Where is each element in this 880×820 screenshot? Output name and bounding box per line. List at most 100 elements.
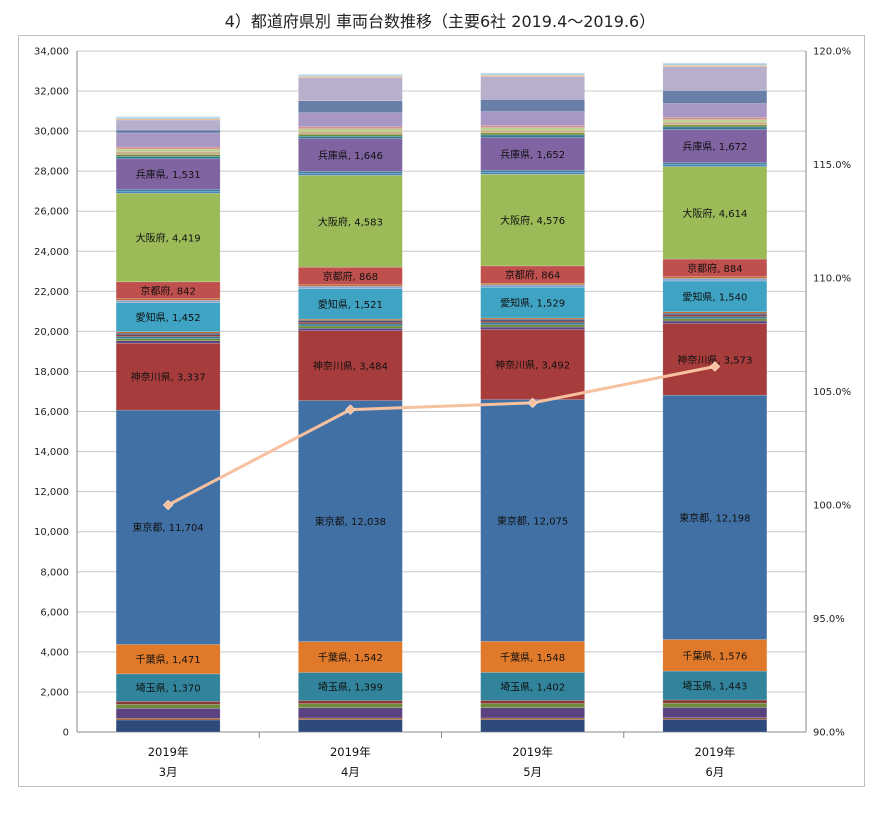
data-label: 埼玉県, 1,370 [136, 682, 201, 695]
bar-segment [298, 135, 403, 139]
bar-segment [662, 164, 768, 167]
bar-segment [298, 175, 403, 268]
data-label: 神奈川県, 3,484 [313, 360, 388, 373]
bar-segment [115, 132, 221, 148]
data-label: 神奈川県, 3,573 [677, 353, 752, 366]
bar-segment [298, 672, 403, 701]
bar-segment [115, 193, 221, 283]
data-label: 愛知県, 1,521 [318, 298, 383, 311]
data-label: 東京都, 12,198 [679, 511, 750, 524]
bar-segment [662, 166, 768, 260]
bar-segment [662, 129, 768, 164]
bar-segment [115, 342, 221, 411]
bar-segment [298, 73, 403, 76]
bar-segment [662, 314, 768, 317]
bar-segment [480, 324, 585, 328]
y-left-tick-label: 34,000 [34, 47, 69, 58]
x-category-label: 2019年 [148, 745, 189, 759]
bar-segment [298, 100, 403, 114]
y-left-tick-label: 2,000 [40, 687, 69, 698]
bar-segment [298, 703, 403, 709]
y-left-tick-label: 26,000 [34, 207, 69, 218]
bar-segment [480, 707, 585, 719]
bar-segment [662, 639, 768, 672]
bar-segment [662, 318, 768, 322]
bar-segment [662, 119, 768, 123]
data-label: 愛知県, 1,529 [500, 297, 565, 310]
bar-segment [662, 121, 768, 126]
bar-segment [480, 719, 585, 733]
bar-segment [480, 137, 585, 171]
data-label: 大阪府, 4,583 [318, 215, 383, 228]
bar-segment [480, 703, 585, 708]
bar-segment [298, 126, 403, 130]
y-left-tick-label: 22,000 [34, 287, 69, 298]
bar-segment [115, 302, 221, 333]
y-left-tick-label: 20,000 [34, 327, 69, 338]
bar-segment [662, 280, 768, 313]
bar-segment [298, 325, 403, 329]
data-label: 千葉県, 1,542 [318, 651, 383, 664]
bar-segment [480, 287, 585, 319]
y-right-tick-label: 110.0% [813, 274, 851, 285]
bar-segment [115, 191, 221, 194]
data-label: 埼玉県, 1,399 [318, 681, 383, 694]
y-left-tick-label: 28,000 [34, 167, 69, 178]
y-right-tick-label: 95.0% [813, 614, 845, 625]
bar-segment [115, 119, 221, 131]
bar-segment [298, 171, 403, 174]
bar-segment [480, 127, 585, 131]
bar-segment [115, 673, 221, 702]
y-right-tick-label: 115.0% [813, 160, 851, 171]
bar-segment [480, 322, 585, 326]
line-point [527, 397, 538, 409]
bar-segment [298, 323, 403, 327]
bar-segment [480, 284, 585, 288]
bar-segment [662, 124, 768, 128]
data-label: 大阪府, 4,419 [136, 232, 201, 245]
bar-segment [480, 72, 585, 75]
bar-segment [298, 700, 403, 704]
data-label: 神奈川県, 3,337 [131, 371, 206, 384]
x-category-label: 3月 [159, 765, 178, 779]
bar-segment [115, 154, 221, 157]
bar-segment [298, 133, 403, 137]
bar-segment [662, 707, 768, 719]
data-label: 千葉県, 1,548 [500, 651, 565, 664]
bar-segment [115, 300, 221, 303]
bar-segment [115, 151, 221, 155]
data-label: 神奈川県, 3,492 [495, 359, 570, 372]
data-label: 埼玉県, 1,443 [682, 680, 747, 693]
bar-segment [115, 129, 221, 134]
x-category-label: 2019年 [694, 745, 735, 759]
bar-segment [480, 326, 585, 330]
data-label: 兵庫県, 1,672 [682, 140, 747, 153]
bar-segment [480, 111, 585, 126]
data-label: 京都府, 884 [687, 262, 742, 275]
bar-segment [480, 174, 585, 267]
data-label: 埼玉県, 1,402 [500, 680, 565, 693]
bar-segment [298, 112, 403, 128]
bar-segment [480, 320, 585, 324]
bar-segment [480, 399, 585, 642]
data-label: 兵庫県, 1,531 [136, 168, 201, 181]
bar-segment [662, 117, 768, 120]
bar-segment [662, 670, 768, 701]
bar-segment [662, 90, 768, 104]
bar-segment [115, 331, 221, 334]
bar-segment [298, 330, 403, 401]
data-label: 千葉県, 1,471 [136, 653, 201, 666]
bar-segment [115, 189, 221, 192]
y-left-tick-label: 32,000 [34, 87, 69, 98]
data-label: 千葉県, 1,576 [682, 649, 747, 662]
bar-segment [480, 700, 585, 704]
bar-segment [480, 172, 585, 175]
data-label: 京都府, 842 [140, 284, 195, 297]
bar-segment [480, 134, 585, 138]
line-point [162, 499, 174, 511]
bar-segment [298, 641, 403, 673]
bar-segment [662, 702, 768, 708]
bar-segment [662, 699, 768, 704]
y-left-tick-label: 16,000 [34, 407, 69, 418]
line-series [167, 365, 716, 507]
